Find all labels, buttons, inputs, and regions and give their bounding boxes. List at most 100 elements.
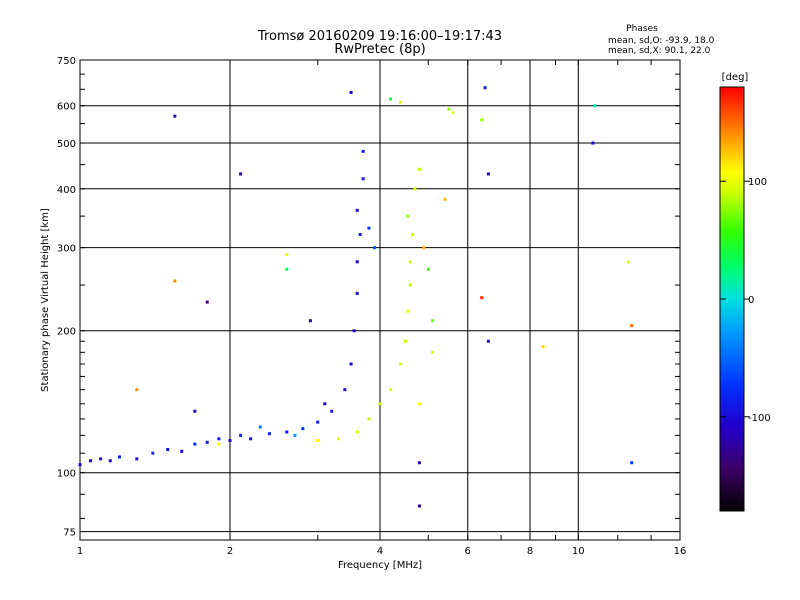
- data-point: [480, 296, 484, 300]
- axis-ticks: 1 2 4 6 8 10 16 75 100 200 300 400 500 600 750: [57, 56, 686, 557]
- data-point: [367, 226, 371, 230]
- data-point: [408, 260, 412, 264]
- colorbar-tick-label: 0: [748, 295, 754, 306]
- data-point: [417, 167, 421, 171]
- data-point: [451, 111, 455, 115]
- data-point: [417, 461, 421, 465]
- data-point: [151, 451, 155, 455]
- data-point: [117, 455, 121, 459]
- data-point: [447, 107, 451, 111]
- data-point: [406, 309, 410, 313]
- data-point: [249, 437, 253, 441]
- colorbar-unit-label: [deg]: [722, 72, 749, 83]
- x-tick-label: 16: [674, 546, 687, 557]
- data-point: [483, 86, 487, 90]
- colorbar-ticks: 100 0 -100: [720, 177, 771, 424]
- x-tick-label: 1: [77, 546, 83, 557]
- data-point: [431, 319, 435, 323]
- data-point: [193, 409, 197, 413]
- data-point: [217, 437, 221, 441]
- data-point: [330, 409, 334, 413]
- data-point: [480, 118, 484, 122]
- y-tick-label: 100: [57, 469, 76, 480]
- colorbar-tick-label: -100: [748, 413, 771, 424]
- data-point: [358, 232, 362, 236]
- y-tick-label: 200: [57, 327, 76, 338]
- data-point: [205, 300, 209, 304]
- data-point: [285, 430, 289, 434]
- data-point: [431, 350, 435, 354]
- x-tick-label: 2: [227, 546, 233, 557]
- data-point: [373, 246, 377, 250]
- data-point: [361, 177, 365, 181]
- data-point: [349, 362, 353, 366]
- data-point: [99, 457, 103, 461]
- data-point: [399, 362, 403, 366]
- data-point: [486, 339, 490, 343]
- x-tick-label: 10: [572, 546, 585, 557]
- stats-x-mode: mean, sd,X: 90.1, 22.0: [608, 46, 711, 56]
- y-tick-label: 750: [57, 56, 76, 67]
- y-tick-label: 75: [63, 528, 76, 539]
- data-point: [422, 246, 426, 250]
- data-point: [135, 388, 139, 392]
- y-tick-label: 300: [57, 244, 76, 255]
- data-point: [239, 433, 243, 437]
- stats-o-mode: mean, sd,O: -93.9, 18.0: [608, 36, 715, 46]
- data-point: [293, 433, 297, 437]
- data-point: [361, 149, 365, 153]
- data-points: [78, 86, 634, 508]
- data-point: [417, 402, 421, 406]
- data-point: [367, 417, 371, 421]
- data-point: [316, 420, 320, 424]
- data-point: [343, 388, 347, 392]
- data-point: [285, 267, 289, 271]
- data-point: [180, 449, 184, 453]
- data-point: [403, 339, 407, 343]
- data-point: [443, 197, 447, 201]
- data-point: [378, 402, 382, 406]
- y-axis-label: Stationary phase Virtual Height [km]: [40, 208, 51, 392]
- y-tick-label: 400: [57, 185, 76, 196]
- data-point: [389, 97, 393, 101]
- data-point: [89, 459, 93, 463]
- data-point: [166, 447, 170, 451]
- data-point: [316, 439, 320, 443]
- data-point: [205, 440, 209, 444]
- data-point: [486, 172, 490, 176]
- data-point: [593, 104, 597, 108]
- x-tick-label: 8: [527, 546, 533, 557]
- data-point: [239, 172, 243, 176]
- chart-title: Tromsø 20160209 19:16:00–19:17:43: [257, 29, 502, 44]
- data-point: [355, 430, 359, 434]
- data-point: [408, 283, 412, 287]
- data-point: [308, 319, 312, 323]
- data-point: [355, 291, 359, 295]
- y-tick-label: 600: [57, 102, 76, 113]
- grid: [80, 60, 680, 540]
- data-point: [389, 388, 393, 392]
- data-point: [426, 267, 430, 271]
- data-point: [285, 253, 289, 257]
- data-point: [349, 90, 353, 94]
- data-point: [355, 208, 359, 212]
- x-tick-label: 6: [465, 546, 471, 557]
- data-point: [301, 427, 305, 431]
- data-point: [108, 459, 112, 463]
- data-point: [406, 214, 410, 218]
- data-point: [267, 432, 271, 436]
- data-point: [630, 461, 634, 465]
- data-point: [258, 425, 262, 429]
- data-point: [399, 100, 403, 104]
- data-point: [591, 141, 595, 145]
- x-tick-label: 4: [377, 546, 383, 557]
- data-point: [228, 439, 232, 443]
- data-point: [626, 260, 630, 264]
- data-point: [173, 279, 177, 283]
- data-point: [411, 232, 415, 236]
- data-point: [413, 187, 417, 191]
- data-point: [173, 114, 177, 118]
- y-tick-label: 500: [57, 139, 76, 150]
- x-axis-label: Frequency [MHz]: [338, 560, 422, 571]
